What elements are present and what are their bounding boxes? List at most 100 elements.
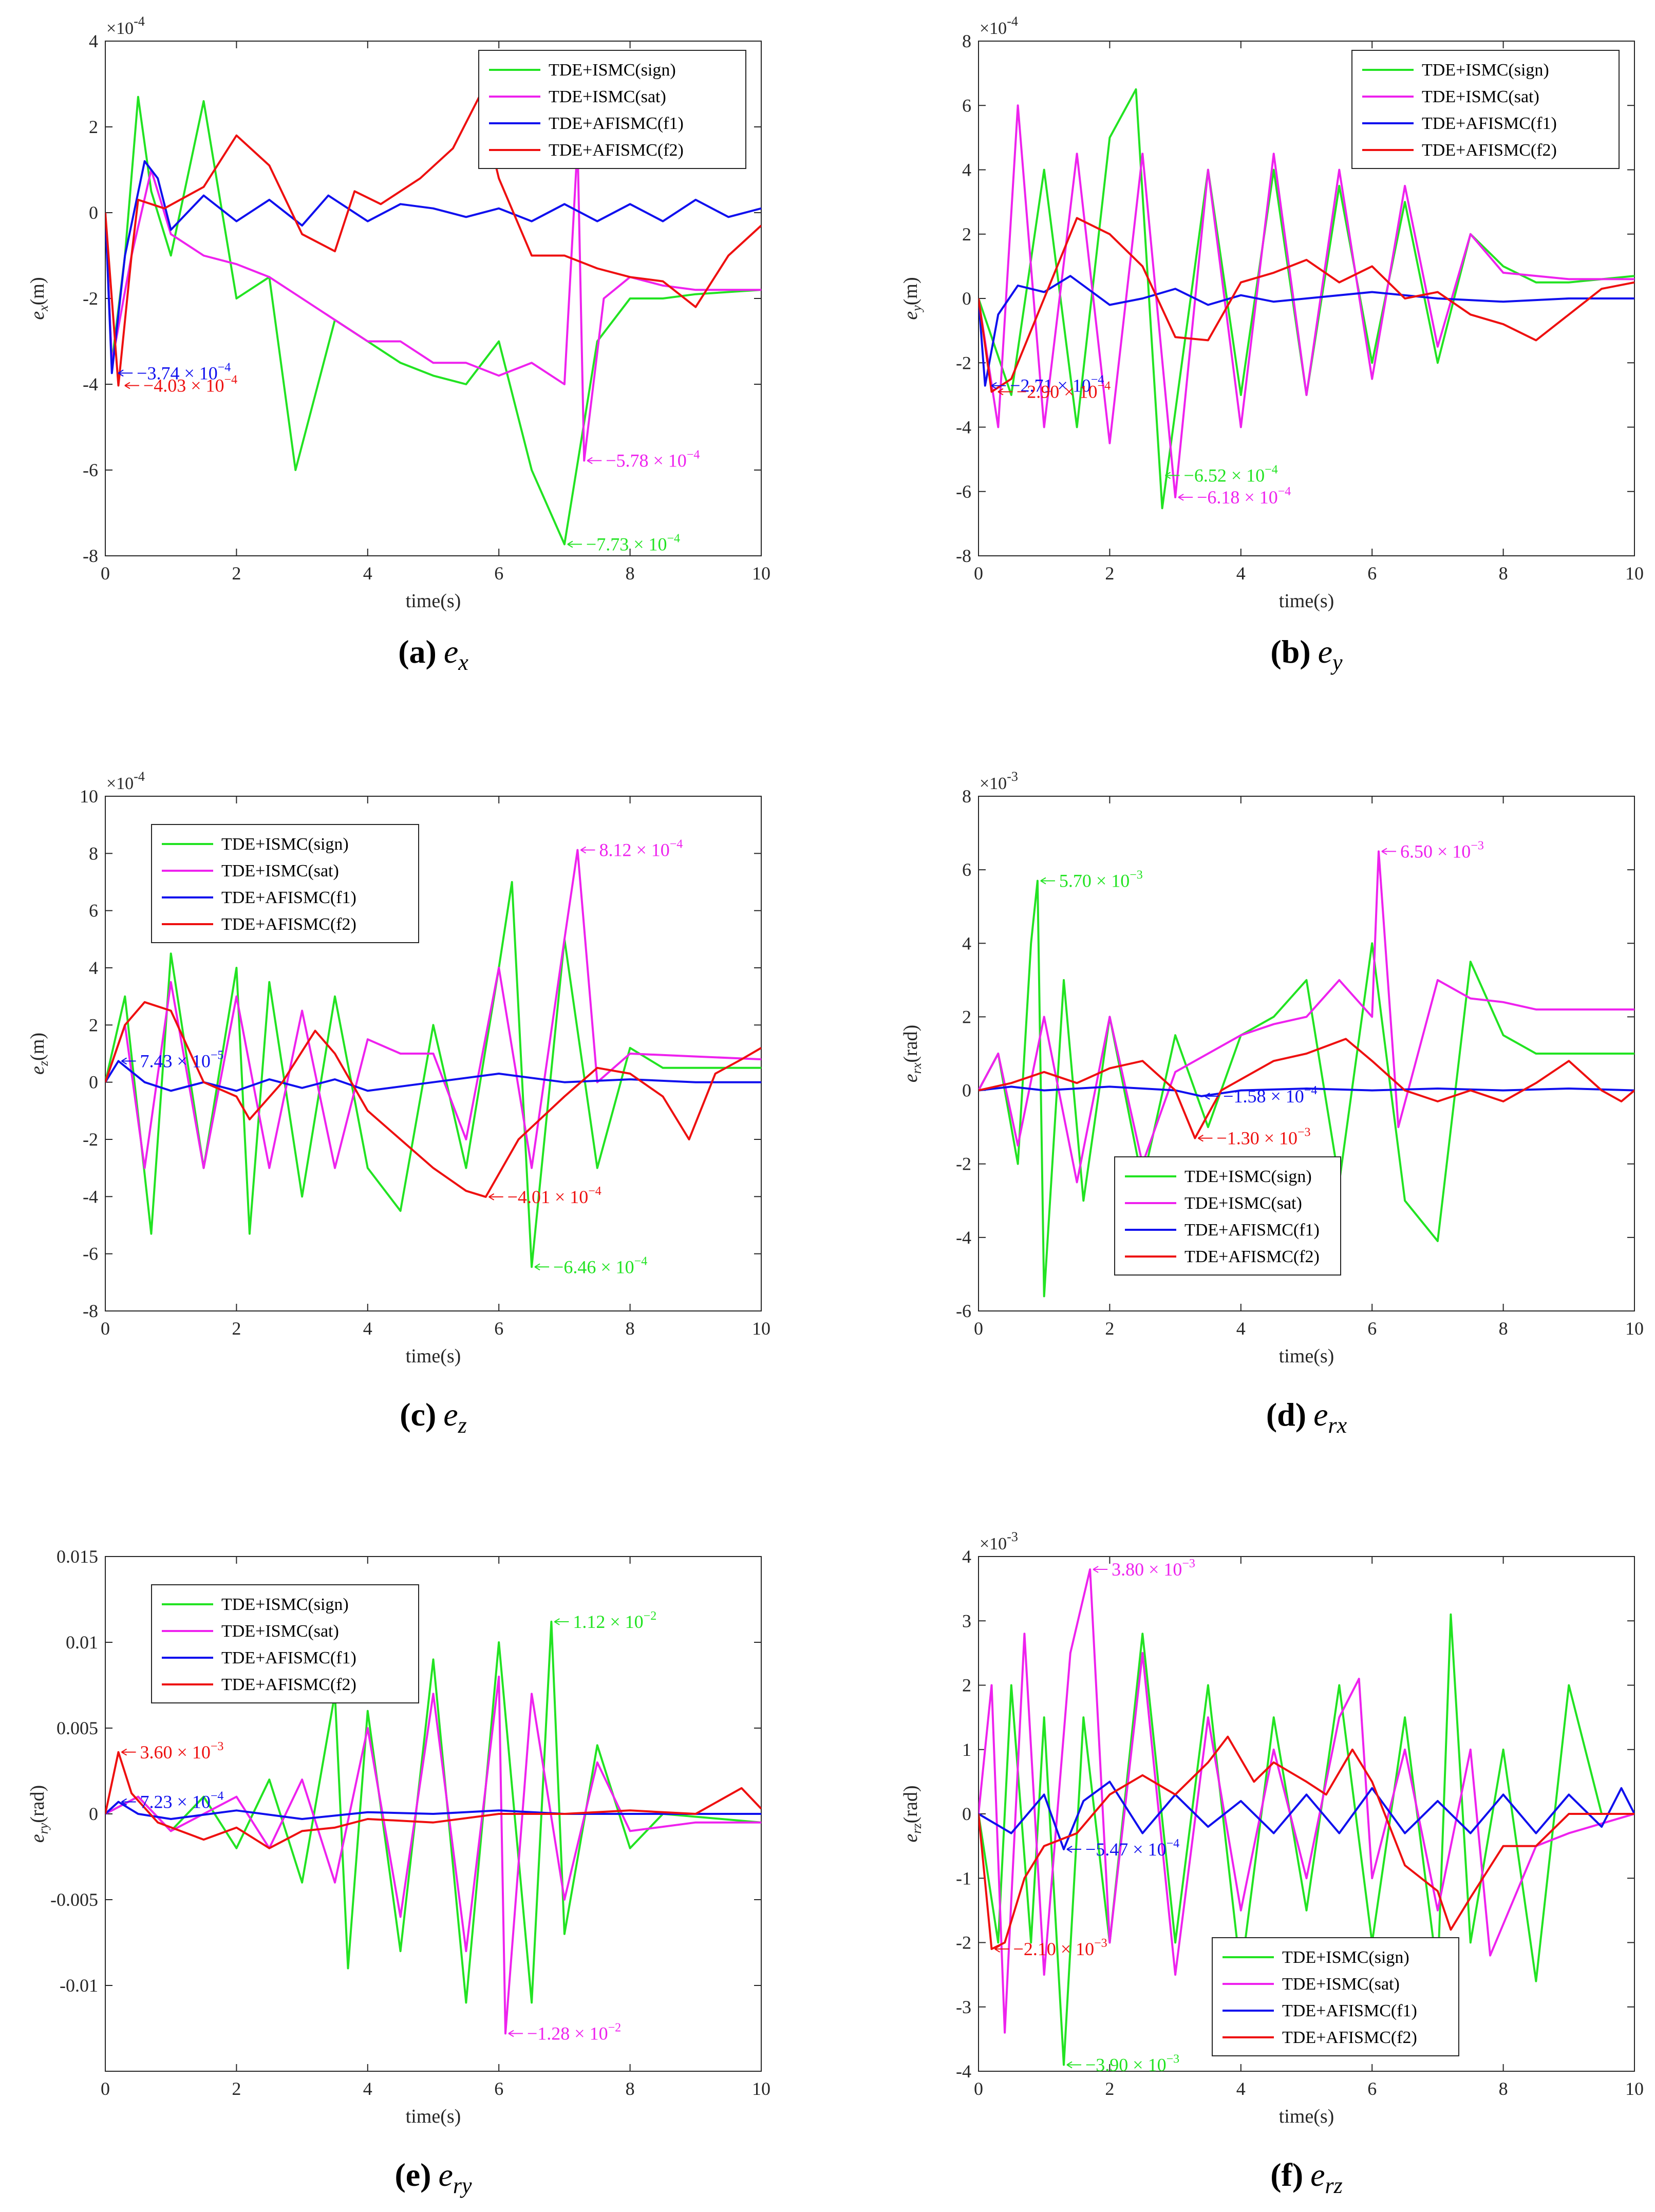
x-tick-label: 2 (232, 563, 241, 584)
axis-exponent: ×10-3 (980, 769, 1018, 793)
data-label: −6.18 × 10−4 (1197, 485, 1291, 508)
x-axis-label: time(s) (406, 1345, 461, 1367)
data-label: −1.30 × 10−3 (1216, 1126, 1310, 1149)
legend-entry: TDE+AFISMC(f1) (221, 888, 356, 907)
series-line-f2 (979, 217, 1634, 393)
annotation-arrowhead (1093, 1566, 1099, 1573)
legend: TDE+ISMC(sign) TDE+ISMC(sat) TDE+AFISMC(f1… (1114, 1156, 1341, 1276)
legend: TDE+ISMC(sign) TDE+ISMC(sat) TDE+AFISMC(f1… (151, 1584, 419, 1703)
annotation-arrowhead (1204, 1093, 1210, 1100)
x-tick-label: 0 (101, 2078, 110, 2099)
y-tick-label: -8 (956, 546, 971, 566)
legend: TDE+ISMC(sign) TDE+ISMC(sat) TDE+AFISMC(f1… (151, 824, 419, 943)
legend-entry: TDE+ISMC(sign) (221, 1595, 349, 1614)
series-line-f1 (105, 160, 761, 374)
y-tick-label: 1 (962, 1739, 971, 1760)
y-tick-label: -2 (83, 288, 98, 309)
y-tick-label: -2 (83, 1129, 98, 1150)
series-line-sign (979, 879, 1634, 1298)
legend-entry: TDE+AFISMC(f1) (1282, 2001, 1417, 2020)
x-tick-label: 10 (752, 1318, 770, 1339)
y-tick-label: 8 (89, 843, 98, 864)
x-tick-label: 8 (1499, 563, 1508, 584)
data-label: −6.52 × 10−4 (1184, 463, 1278, 485)
annotation-arrowhead (554, 1618, 560, 1625)
x-tick-label: 6 (494, 563, 503, 584)
x-tick-label: 6 (1367, 563, 1377, 584)
series-line-sat (105, 1675, 761, 2035)
series-line-f1 (105, 1801, 761, 1820)
axis-exponent: ×10-3 (980, 1529, 1018, 1553)
annotation-arrowhead (998, 388, 1004, 396)
y-tick-label: 0 (962, 1080, 971, 1101)
x-tick-label: 10 (1625, 2078, 1644, 2099)
annotation-arrowhead (1165, 472, 1171, 479)
legend-entry: TDE+ISMC(sign) (1282, 1948, 1409, 1967)
legend-entry: TDE+AFISMC(f1) (549, 114, 684, 133)
y-tick-label: -4 (83, 1186, 98, 1207)
series-line-sat (979, 104, 1634, 498)
chart-panel-a: 0 2 4 6 8 10 -8 -6 -4 -2 0 2 4 ×10-4 time(s) ex(m) −3.74… (27, 14, 770, 675)
annotation-arrowhead (1197, 1134, 1203, 1142)
data-label: 7.23 × 10−4 (140, 1790, 224, 1812)
chart-caption: (f) erz (1270, 2157, 1343, 2198)
data-label: −4.03 × 10−4 (143, 373, 237, 396)
annotation-arrowhead (1066, 2061, 1073, 2069)
data-label: −3.90 × 10−3 (1085, 2052, 1179, 2075)
y-tick-label: 0 (89, 202, 98, 223)
annotation-arrowhead (534, 1263, 540, 1271)
y-tick-label: 3 (962, 1610, 971, 1631)
legend: TDE+ISMC(sign) TDE+ISMC(sat) TDE+AFISMC(f1… (1351, 50, 1620, 169)
data-label: −1.58 × 10−4 (1223, 1084, 1317, 1107)
legend-entry: TDE+AFISMC(f2) (221, 1675, 356, 1694)
x-tick-label: 6 (1367, 2078, 1377, 2099)
y-tick-label: -4 (956, 417, 971, 438)
annotation-arrowhead (1381, 848, 1387, 855)
y-tick-label: -8 (83, 546, 98, 566)
data-label: −2.71 × 10−4 (1010, 373, 1104, 396)
legend-entry: TDE+ISMC(sat) (1422, 87, 1539, 106)
series-line-f2 (979, 1038, 1634, 1139)
data-label: 6.50 × 10−3 (1400, 839, 1484, 861)
y-axis-label: erz(rad) (900, 1786, 924, 1843)
data-label: −7.73 × 10−4 (586, 532, 680, 554)
legend-entry: TDE+ISMC(sat) (1184, 1194, 1302, 1213)
y-tick-label: 0 (962, 288, 971, 309)
chart-panel-c: 0 2 4 6 8 10 -8 -6 -4 -2 0 2 4 6 8 10 ×10-4 time(s) ez(m) 7… (27, 769, 770, 1438)
legend-entry: TDE+AFISMC(f1) (1422, 114, 1557, 133)
legend-entry: TDE+AFISMC(f2) (549, 141, 684, 160)
legend-entry: TDE+AFISMC(f2) (1282, 2028, 1417, 2047)
data-label: 3.60 × 10−3 (140, 1740, 224, 1763)
data-label: −4.01 × 10−4 (507, 1185, 601, 1207)
legend-entry: TDE+AFISMC(f1) (221, 1648, 356, 1667)
annotation-arrowhead (1178, 494, 1184, 501)
y-axis-label: ez(m) (27, 1033, 51, 1075)
legend-entry: TDE+ISMC(sign) (549, 61, 676, 80)
y-tick-label: -6 (956, 481, 971, 502)
y-tick-label: -8 (83, 1301, 98, 1321)
annotation-arrowhead (508, 2030, 514, 2037)
chart-panel-e: 0 2 4 6 8 10 -0.01 -0.005 0 0.005 0.01 0.015 time(s)… (27, 1546, 770, 2198)
annotation-arrowhead (1066, 1846, 1073, 1853)
chart-caption: (c) ez (400, 1396, 467, 1438)
legend-entry: TDE+AFISMC(f1) (1184, 1221, 1320, 1240)
annotation-arrowhead (121, 1798, 127, 1806)
annotation-arrowhead (587, 457, 593, 464)
annotation-arrowhead (991, 382, 997, 389)
chart-caption: (b) ey (1270, 633, 1343, 675)
y-tick-label: 0.005 (57, 1718, 98, 1738)
legend-entry: TDE+ISMC(sat) (549, 87, 666, 106)
legend: TDE+ISMC(sign) TDE+ISMC(sat) TDE+AFISMC(f1… (478, 50, 746, 169)
x-axis-label: time(s) (1279, 590, 1334, 612)
series-line-f1 (105, 1060, 761, 1092)
legend: TDE+ISMC(sign) TDE+ISMC(sat) TDE+AFISMC(f1… (1212, 1937, 1459, 2056)
data-label: −6.46 × 10−4 (553, 1254, 647, 1277)
legend-entry: TDE+ISMC(sat) (1282, 1975, 1400, 1994)
series-line-f2 (105, 1001, 761, 1198)
x-tick-label: 4 (1236, 2078, 1246, 2099)
y-tick-label: 2 (89, 117, 98, 137)
annotation-arrowhead (488, 1193, 495, 1201)
y-tick-label: -2 (956, 1933, 971, 1953)
x-tick-label: 6 (494, 1318, 503, 1339)
x-tick-label: 2 (1105, 563, 1114, 584)
